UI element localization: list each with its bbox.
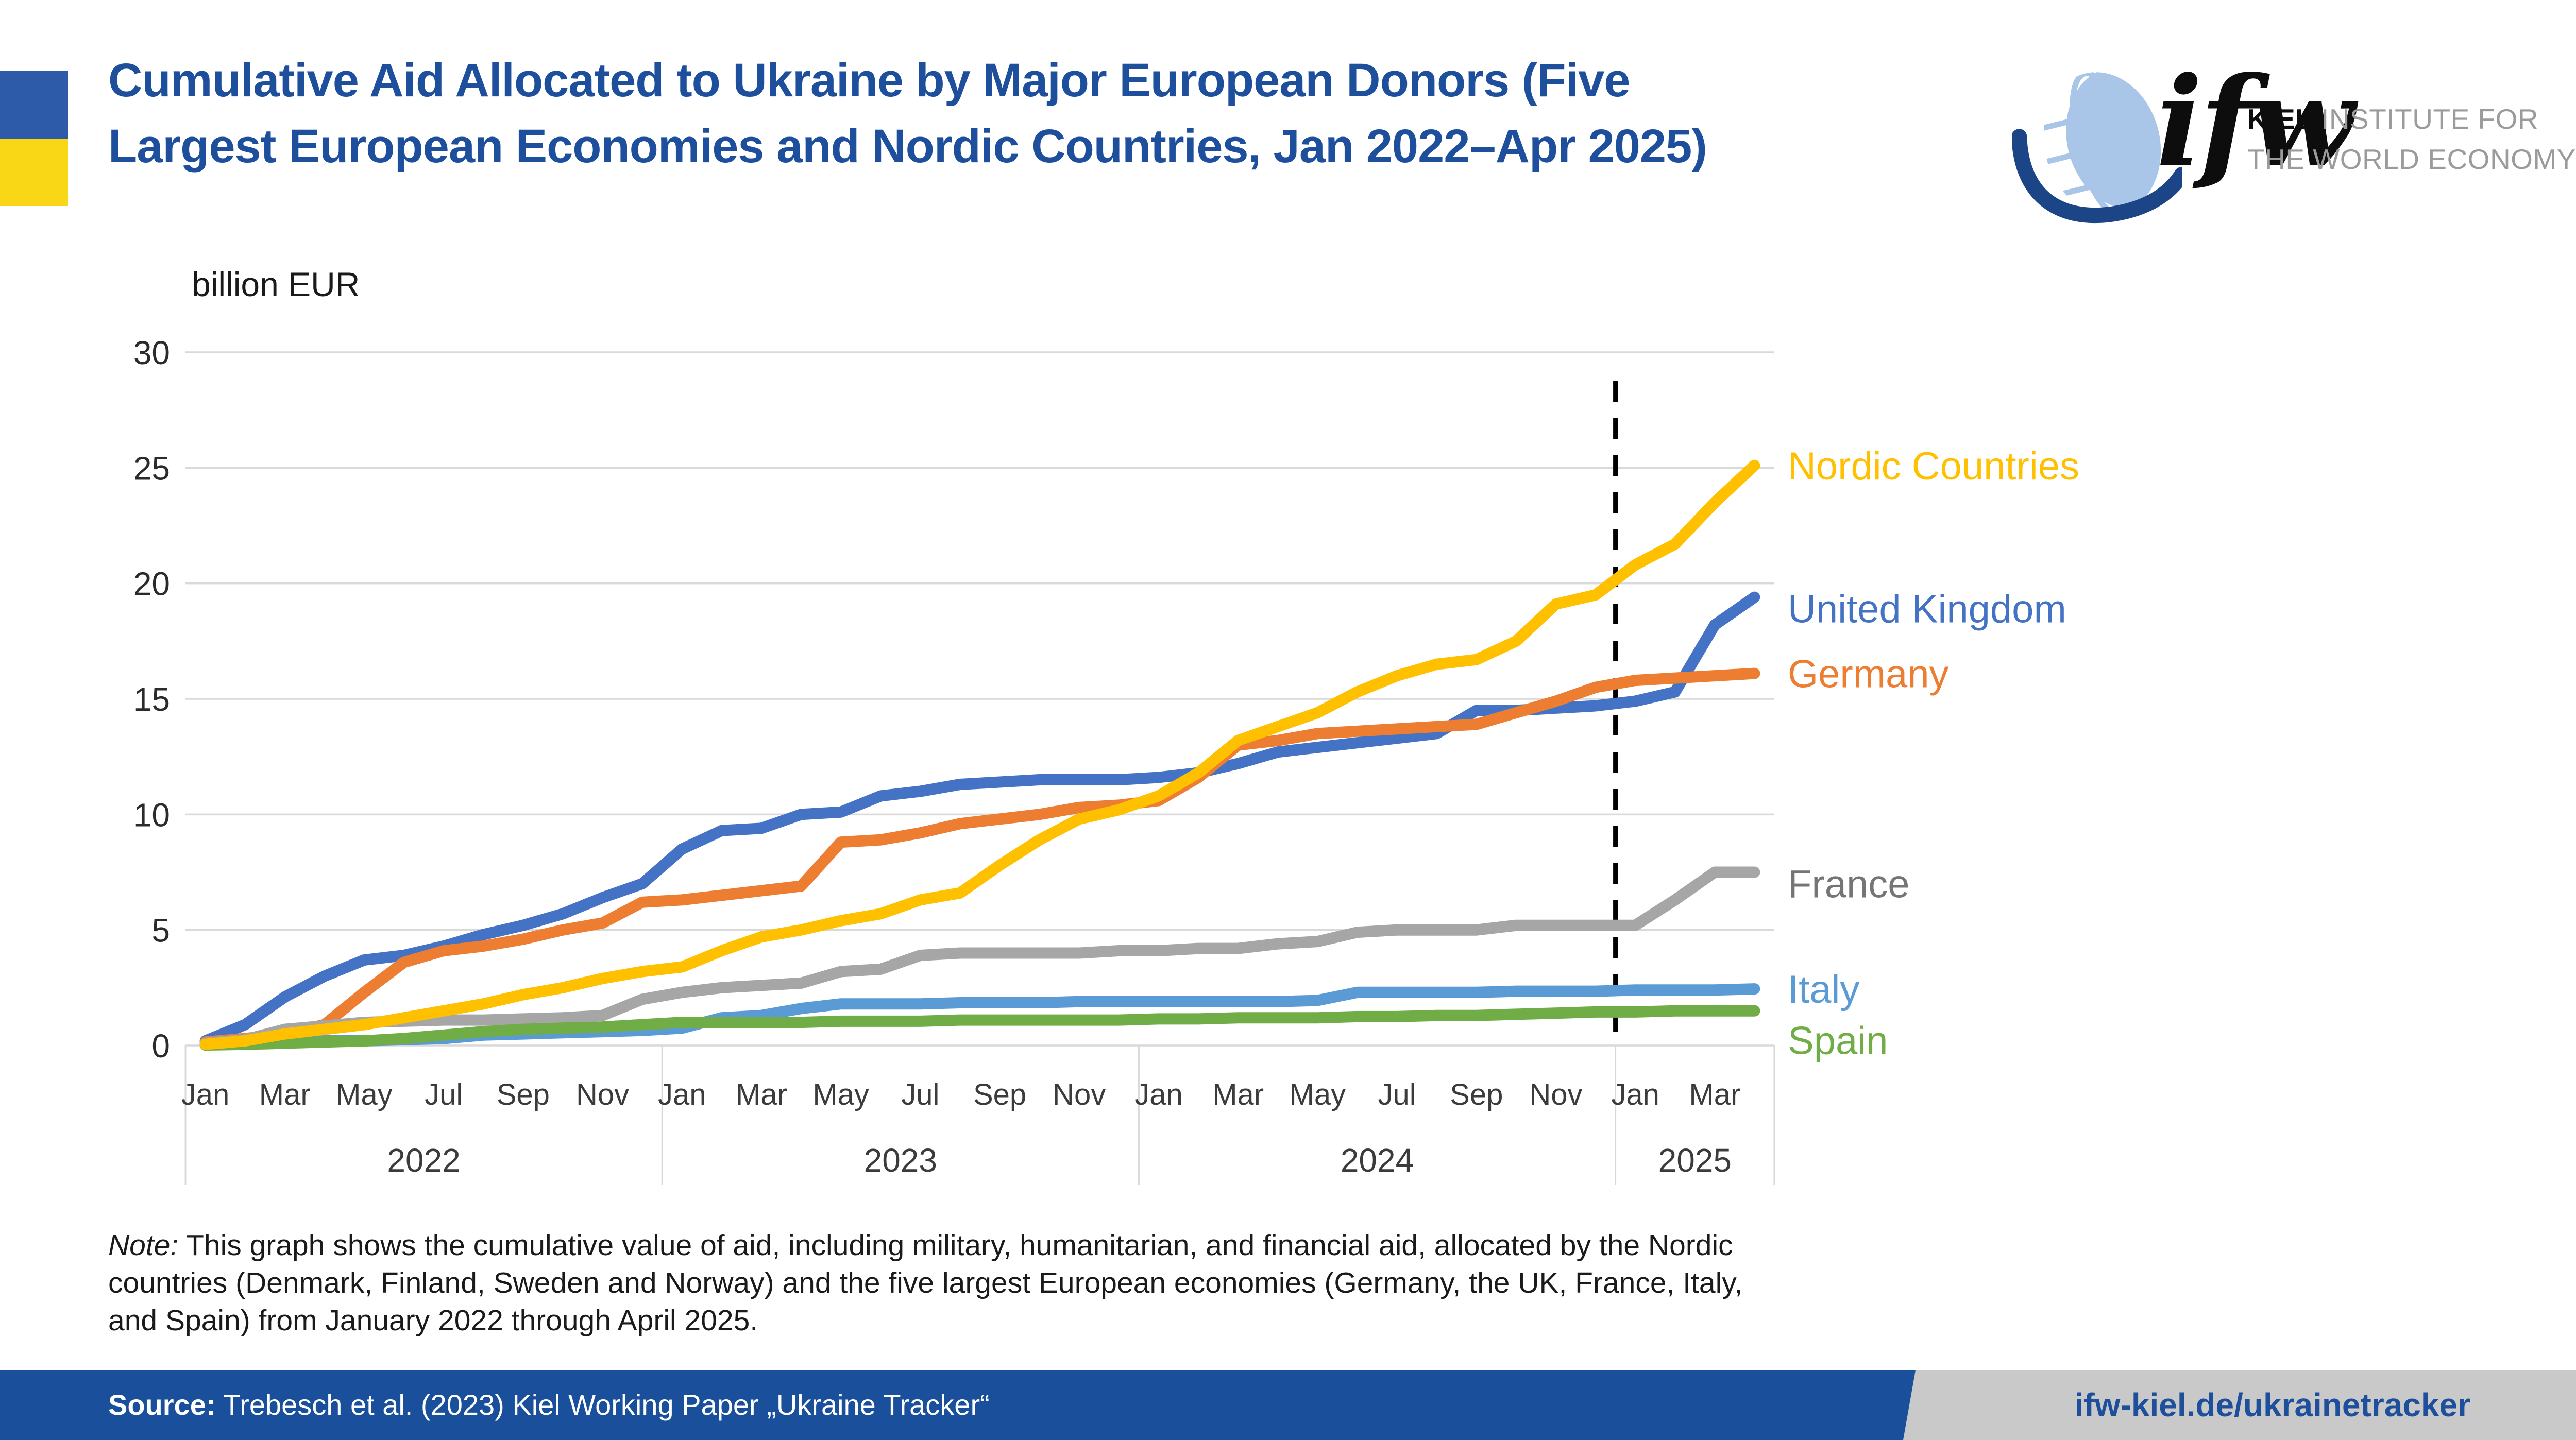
series-label-nordic: Nordic Countries [1788, 444, 2079, 488]
globe-icon [2012, 66, 2182, 224]
month-tick-label: May [336, 1078, 393, 1111]
page-title-line-1: Cumulative Aid Allocated to Ukraine by M… [108, 54, 1630, 107]
month-tick-label: Nov [1053, 1078, 1106, 1111]
series-label-france: France [1788, 863, 1910, 906]
month-tick-label: Mar [736, 1078, 787, 1111]
ukraine-flag-icon [0, 71, 68, 206]
page-title: Cumulative Aid Allocated to Ukraine by M… [108, 47, 1989, 179]
series-label-germany: Germany [1788, 653, 1949, 696]
ukraine-flag-blue [0, 71, 68, 139]
series-line-spain [199, 1005, 1760, 1051]
source-text: Source: Trebesch et al. (2023) Kiel Work… [108, 1388, 990, 1421]
note-line-2: Nordic countries (Denmark, Finland, Swed… [108, 1229, 1733, 1299]
month-tick-label: Jul [1378, 1078, 1416, 1111]
month-tick-label: Jan [181, 1078, 230, 1111]
institute-name-line-1: KIEL INSTITUTE FOR [2247, 103, 2539, 135]
y-tick-label-30: 30 [133, 334, 170, 371]
series-line-nordic [199, 459, 1760, 1050]
month-tick-label: Jul [901, 1078, 939, 1111]
month-tick-label: May [812, 1078, 869, 1111]
series-line-france [199, 866, 1760, 1049]
note-line-1: This graph shows the cumulative value of… [186, 1229, 1640, 1262]
month-tick-label: Mar [1212, 1078, 1264, 1111]
series-line-uk [199, 591, 1760, 1047]
y-tick-label-5: 5 [151, 912, 170, 949]
month-tick-label: Jan [658, 1078, 706, 1111]
series-label-uk: United Kingdom [1788, 588, 2066, 631]
institute-name-line-2: THE WORLD ECONOMY [2247, 143, 2576, 175]
page-title-line-2: Largest European Economies and Nordic Co… [108, 120, 1707, 173]
series-label-spain: Spain [1788, 1019, 1888, 1063]
month-tick-label: Jan [1134, 1078, 1183, 1111]
month-tick-label: Jul [425, 1078, 463, 1111]
ifw-wordmark: ifw [2156, 50, 2355, 194]
month-tick-label: Nov [1529, 1078, 1582, 1111]
y-axis-title: billion EUR [192, 265, 360, 303]
note-line-3: France, Italy, and Spain) from January 2… [108, 1266, 1743, 1337]
month-tick-label: Jan [1611, 1078, 1659, 1111]
series-line-germany [199, 667, 1760, 1048]
ukraine-flag-yellow [0, 139, 68, 206]
year-label-2024: 2024 [1341, 1142, 1414, 1179]
y-tick-label-15: 15 [133, 681, 170, 718]
ifw-kiel-logo: ifw KIEL INSTITUTE FOR THE WORLD ECONOMY [2009, 46, 2575, 242]
chart-area: 0 5 10 15 20 25 30 billion EUR Jan Mar May Jul Sep No… [0, 227, 2576, 1221]
year-label-2025: 2025 [1658, 1142, 1732, 1179]
month-tick-label: Sep [1450, 1078, 1503, 1111]
month-tick-label: May [1290, 1078, 1346, 1111]
year-label-2022: 2022 [387, 1142, 460, 1179]
note-text: Note: This graph shows the cumulative va… [108, 1227, 1747, 1340]
y-tick-label-20: 20 [133, 565, 170, 603]
y-tick-label-10: 10 [133, 796, 170, 833]
month-tick-label: Nov [576, 1078, 629, 1111]
month-tick-label: Mar [1689, 1078, 1740, 1111]
month-tick-label: Mar [259, 1078, 311, 1111]
note-prefix: Note: [108, 1229, 179, 1262]
footer-blue-band [0, 1370, 1916, 1440]
y-tick-label-0: 0 [151, 1027, 170, 1065]
month-tick-label: Sep [973, 1078, 1026, 1111]
y-tick-label-25: 25 [133, 450, 170, 487]
source-bar: Source: Trebesch et al. (2023) Kiel Work… [0, 1370, 2576, 1440]
series-label-italy: Italy [1788, 968, 1859, 1012]
tracker-url: ifw-kiel.de/ukrainetracker [2074, 1386, 2470, 1424]
source-label: Source: [108, 1388, 216, 1421]
institute-name: KIEL INSTITUTE FOR THE WORLD ECONOMY [2247, 99, 2576, 179]
month-tick-label: Sep [497, 1078, 550, 1111]
year-label-2023: 2023 [864, 1142, 937, 1179]
